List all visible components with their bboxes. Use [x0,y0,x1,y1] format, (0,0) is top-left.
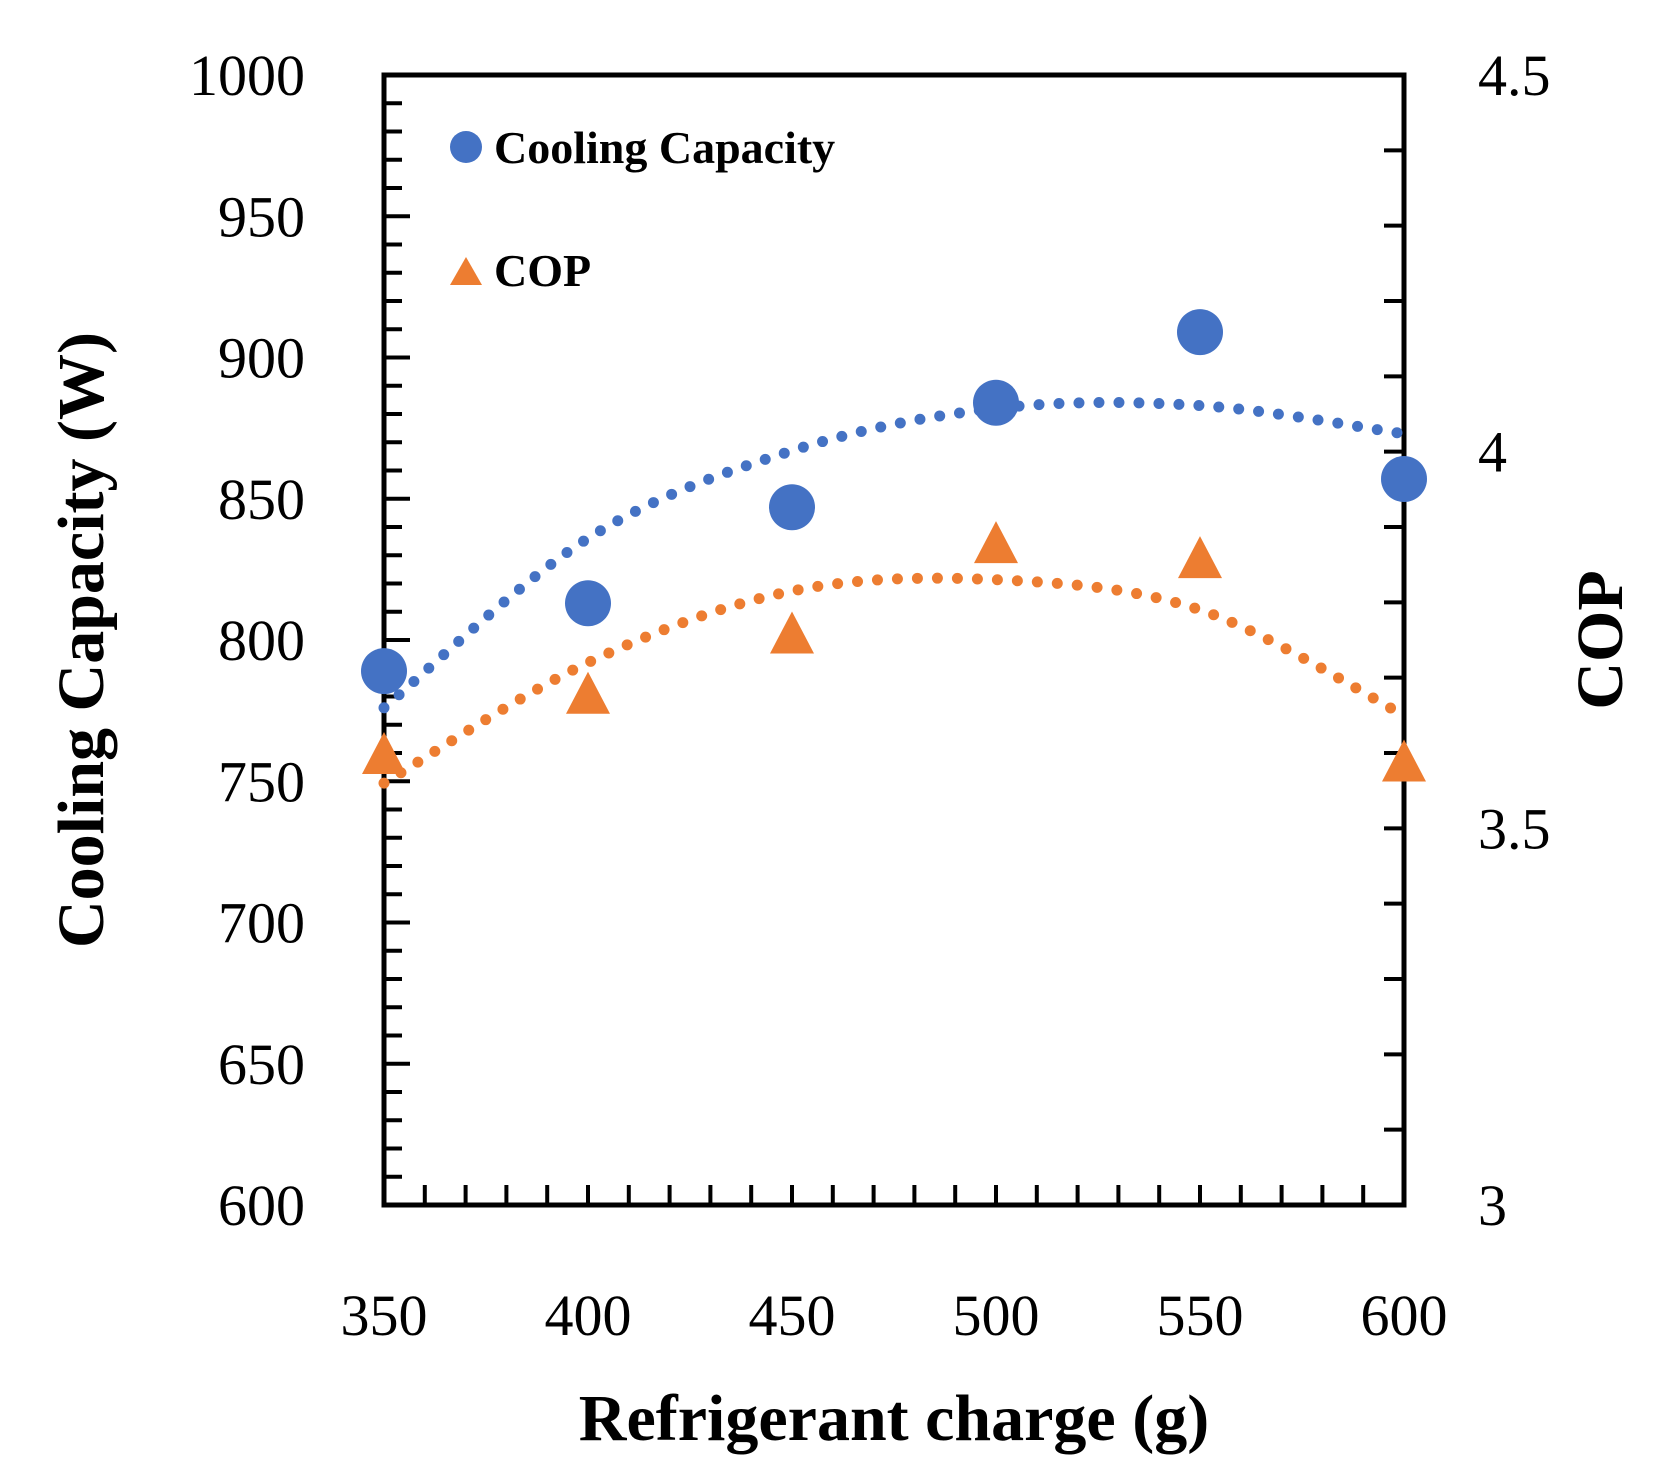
y2-tick-label: 3.5 [1478,796,1551,861]
cooling-capacity-point [769,484,815,531]
data-markers [361,309,1427,782]
y2-axis-tick-labels: 3 3.5 4 4.5 [1478,43,1551,1238]
legend-triangle-marker [450,257,482,285]
x-axis-title: Refrigerant charge (g) [579,1382,1209,1455]
y-tick-label: 750 [218,749,305,814]
y-axis-title: Cooling Capacity (W) [45,332,118,948]
x-tick-label: 550 [1157,1283,1244,1348]
cop-point [1382,739,1426,782]
x-tick-label: 400 [545,1283,632,1348]
x-tick-label: 600 [1361,1283,1448,1348]
cooling-capacity-point [565,580,611,627]
y2-tick-label: 4.5 [1478,43,1551,108]
y-tick-label: 1000 [189,43,305,108]
cooling-capacity-point [361,648,407,695]
legend-circle-marker [450,131,482,163]
y2-tick-label: 4 [1478,420,1507,485]
cop-point [770,611,814,654]
y2-axis-title: COP [1564,570,1637,709]
legend-label-cop: COP [494,245,591,296]
cop-point [362,732,406,774]
cop-point [974,521,1018,564]
cop-point [566,671,610,714]
y-tick-label: 650 [218,1032,305,1097]
cooling-capacity-point [1177,309,1223,356]
y-tick-label: 800 [218,608,305,673]
tick-marks [382,73,1406,1207]
y2-tick-label: 3 [1478,1173,1507,1238]
legend-label-cooling-capacity: Cooling Capacity [494,122,835,173]
x-tick-label: 350 [341,1283,428,1348]
plot-area-frame [381,72,1407,1208]
y-tick-label: 600 [218,1173,305,1238]
x-tick-label: 450 [749,1283,836,1348]
legend: Cooling Capacity COP [450,122,835,296]
cooling-capacity-trendline [378,396,1410,714]
cop-trendline [378,572,1410,789]
cooling-capacity-point [973,379,1019,426]
y-axis-tick-labels: 600 650 700 750 800 850 900 950 1000 [189,43,305,1238]
x-axis-tick-labels: 350 400 450 500 550 600 [341,1283,1448,1348]
y-tick-label: 700 [218,891,305,956]
cooling-capacity-point [1381,455,1427,502]
cop-point [1178,536,1222,579]
y-tick-label: 850 [218,467,305,532]
x-tick-label: 500 [953,1283,1040,1348]
y-tick-label: 950 [218,184,305,249]
trendlines [378,396,1410,789]
y-tick-label: 900 [218,326,305,391]
